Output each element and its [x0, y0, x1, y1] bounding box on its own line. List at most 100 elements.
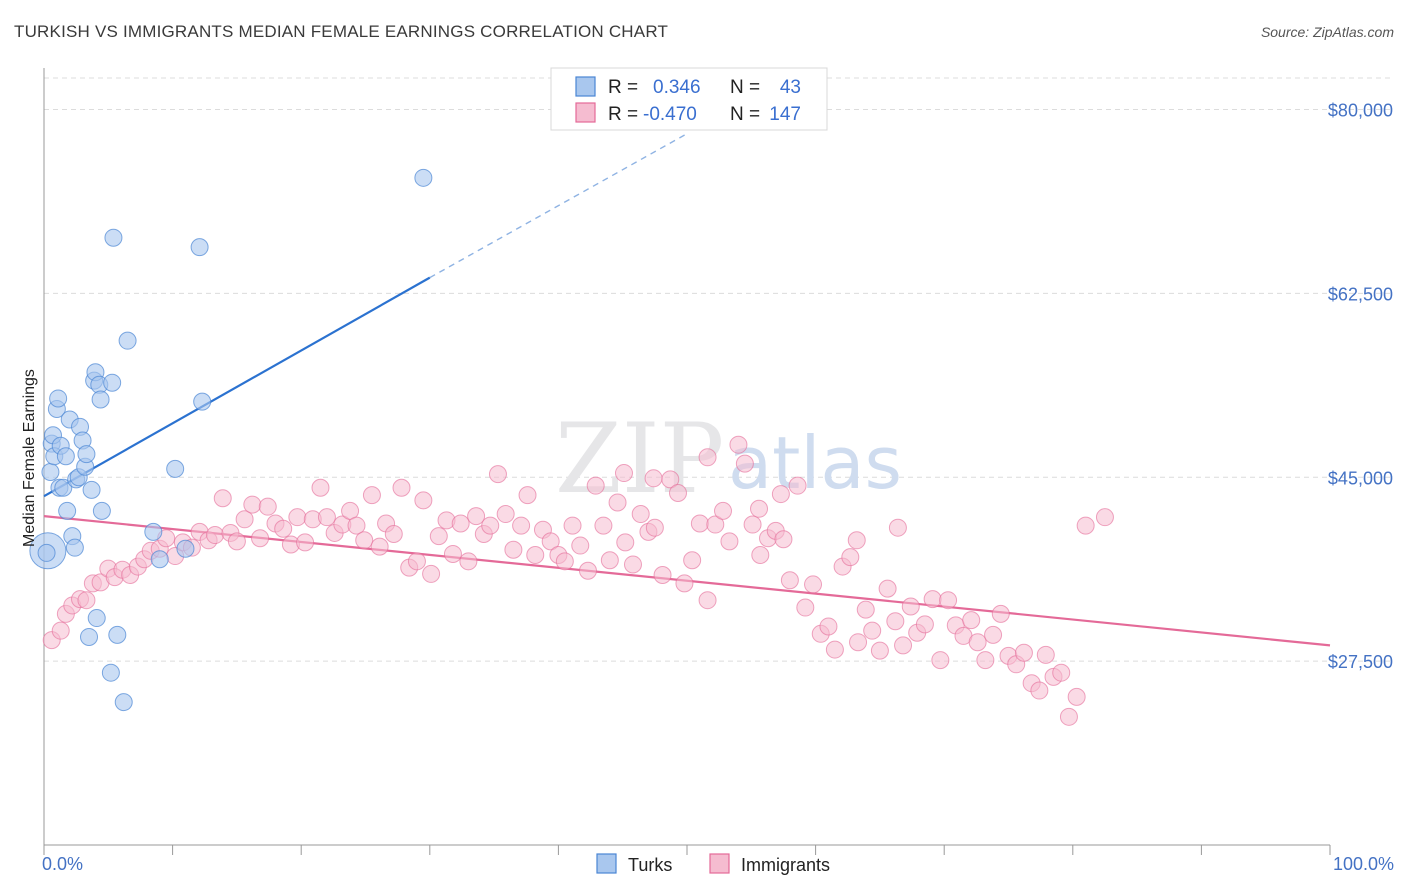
y-tick-label-0: $27,500 [1328, 652, 1393, 672]
immigrants-point [825, 640, 844, 659]
immigrants-point [518, 486, 537, 505]
watermark: ZIP atlas [555, 403, 902, 515]
immigrants-point [720, 532, 739, 551]
bottom-legend-turks-label: Turks [628, 855, 672, 875]
immigrants-point [206, 526, 225, 545]
legend-turks-n-value: 43 [780, 77, 801, 98]
immigrants-point [370, 537, 389, 556]
correlation-legend: R = 0.346 N = 43 R = -0.470 N = 147 [550, 67, 828, 131]
turks-point [37, 543, 56, 562]
immigrants-point [347, 516, 366, 535]
turks-point [58, 501, 77, 520]
immigrants-point [541, 532, 560, 551]
immigrants-point [788, 476, 807, 495]
immigrants-point [706, 515, 725, 534]
immigrants-point [690, 514, 709, 533]
turks-point [41, 463, 60, 482]
immigrants-point [796, 598, 815, 617]
immigrants-point [623, 555, 642, 574]
immigrants-point [735, 454, 754, 473]
immigrants-point [698, 448, 717, 467]
immigrants-point [886, 612, 905, 631]
legend-turks-n-label: N = [730, 77, 760, 98]
immigrants-point [51, 621, 70, 640]
immigrants-point [750, 499, 769, 518]
legend-turks-r-label: R = [608, 77, 638, 98]
turks-point [118, 331, 137, 350]
axes [43, 68, 1331, 855]
immigrants-point [258, 497, 277, 516]
immigrants-point [894, 636, 913, 655]
immigrants-point [668, 484, 687, 503]
turks-point [176, 539, 195, 558]
turks-point [65, 538, 84, 557]
x-tick-label-0: 0.0% [42, 854, 83, 874]
watermark-zip: ZIP [555, 403, 724, 515]
turks-point [91, 390, 110, 409]
series-legend: Turks Immigrants [596, 853, 830, 875]
immigrants-point [243, 495, 262, 514]
legend-turks-swatch [575, 76, 596, 97]
immigrants-point [77, 591, 96, 610]
immigrants-point [614, 464, 633, 483]
immigrants-point [774, 530, 793, 549]
immigrants-point [296, 533, 315, 552]
immigrants-point [743, 515, 762, 534]
immigrants-point [819, 617, 838, 636]
immigrants-point [317, 508, 336, 527]
immigrants-point [235, 510, 254, 529]
immigrants-point [968, 633, 987, 652]
immigrants-point [496, 505, 515, 524]
immigrants-point [459, 552, 478, 571]
immigrants-point [608, 493, 627, 512]
y-tick-label-2: $62,500 [1328, 284, 1393, 304]
immigrants-point [467, 507, 486, 526]
turks-point [54, 478, 73, 497]
immigrants-point [392, 478, 411, 497]
immigrants-point [915, 615, 934, 634]
turks-point [101, 663, 120, 682]
immigrants-points [42, 435, 1114, 726]
immigrants-point [1030, 681, 1049, 700]
immigrants-point [362, 486, 381, 505]
immigrants-point [644, 469, 663, 488]
immigrants-point [600, 551, 619, 570]
legend-immigrants-swatch [575, 102, 596, 123]
bottom-legend-immigrants-label: Immigrants [741, 855, 830, 875]
turks-point [150, 550, 169, 569]
immigrants-point [578, 561, 597, 580]
immigrants-point [274, 519, 293, 538]
immigrants-point [847, 531, 866, 550]
immigrants-point [1052, 663, 1071, 682]
immigrants-point [1067, 687, 1086, 706]
legend-immigrants-r-value: -0.470 [643, 104, 697, 125]
immigrants-point [962, 611, 981, 630]
turks-trend-line [43, 276, 431, 498]
immigrants-point [675, 574, 694, 593]
immigrants-point [251, 529, 270, 548]
turks-point [104, 228, 123, 247]
immigrants-point [451, 514, 470, 533]
x-tick-label-1: 100.0% [1333, 854, 1394, 874]
immigrants-point [414, 491, 433, 510]
immigrants-point [1036, 645, 1055, 664]
turks-point [108, 625, 127, 644]
bottom-legend-immigrants-swatch [709, 853, 730, 874]
turks-point [49, 389, 68, 408]
immigrants-point [878, 579, 897, 598]
immigrants-point [1059, 707, 1078, 726]
x-tick-labels: 0.0% 100.0% [42, 854, 1394, 874]
immigrants-point [849, 633, 868, 652]
immigrants-point [526, 546, 545, 565]
immigrants-point [780, 571, 799, 590]
watermark-atlas: atlas [728, 421, 902, 505]
immigrants-point [586, 476, 605, 495]
turks-point [82, 480, 101, 499]
turks-point [77, 445, 96, 464]
grid-lines [44, 77, 1392, 662]
immigrants-point [571, 536, 590, 555]
y-tick-label-3: $80,000 [1328, 101, 1393, 121]
chart-source: Source: ZipAtlas.com [1260, 24, 1394, 40]
turks-point [114, 693, 133, 712]
